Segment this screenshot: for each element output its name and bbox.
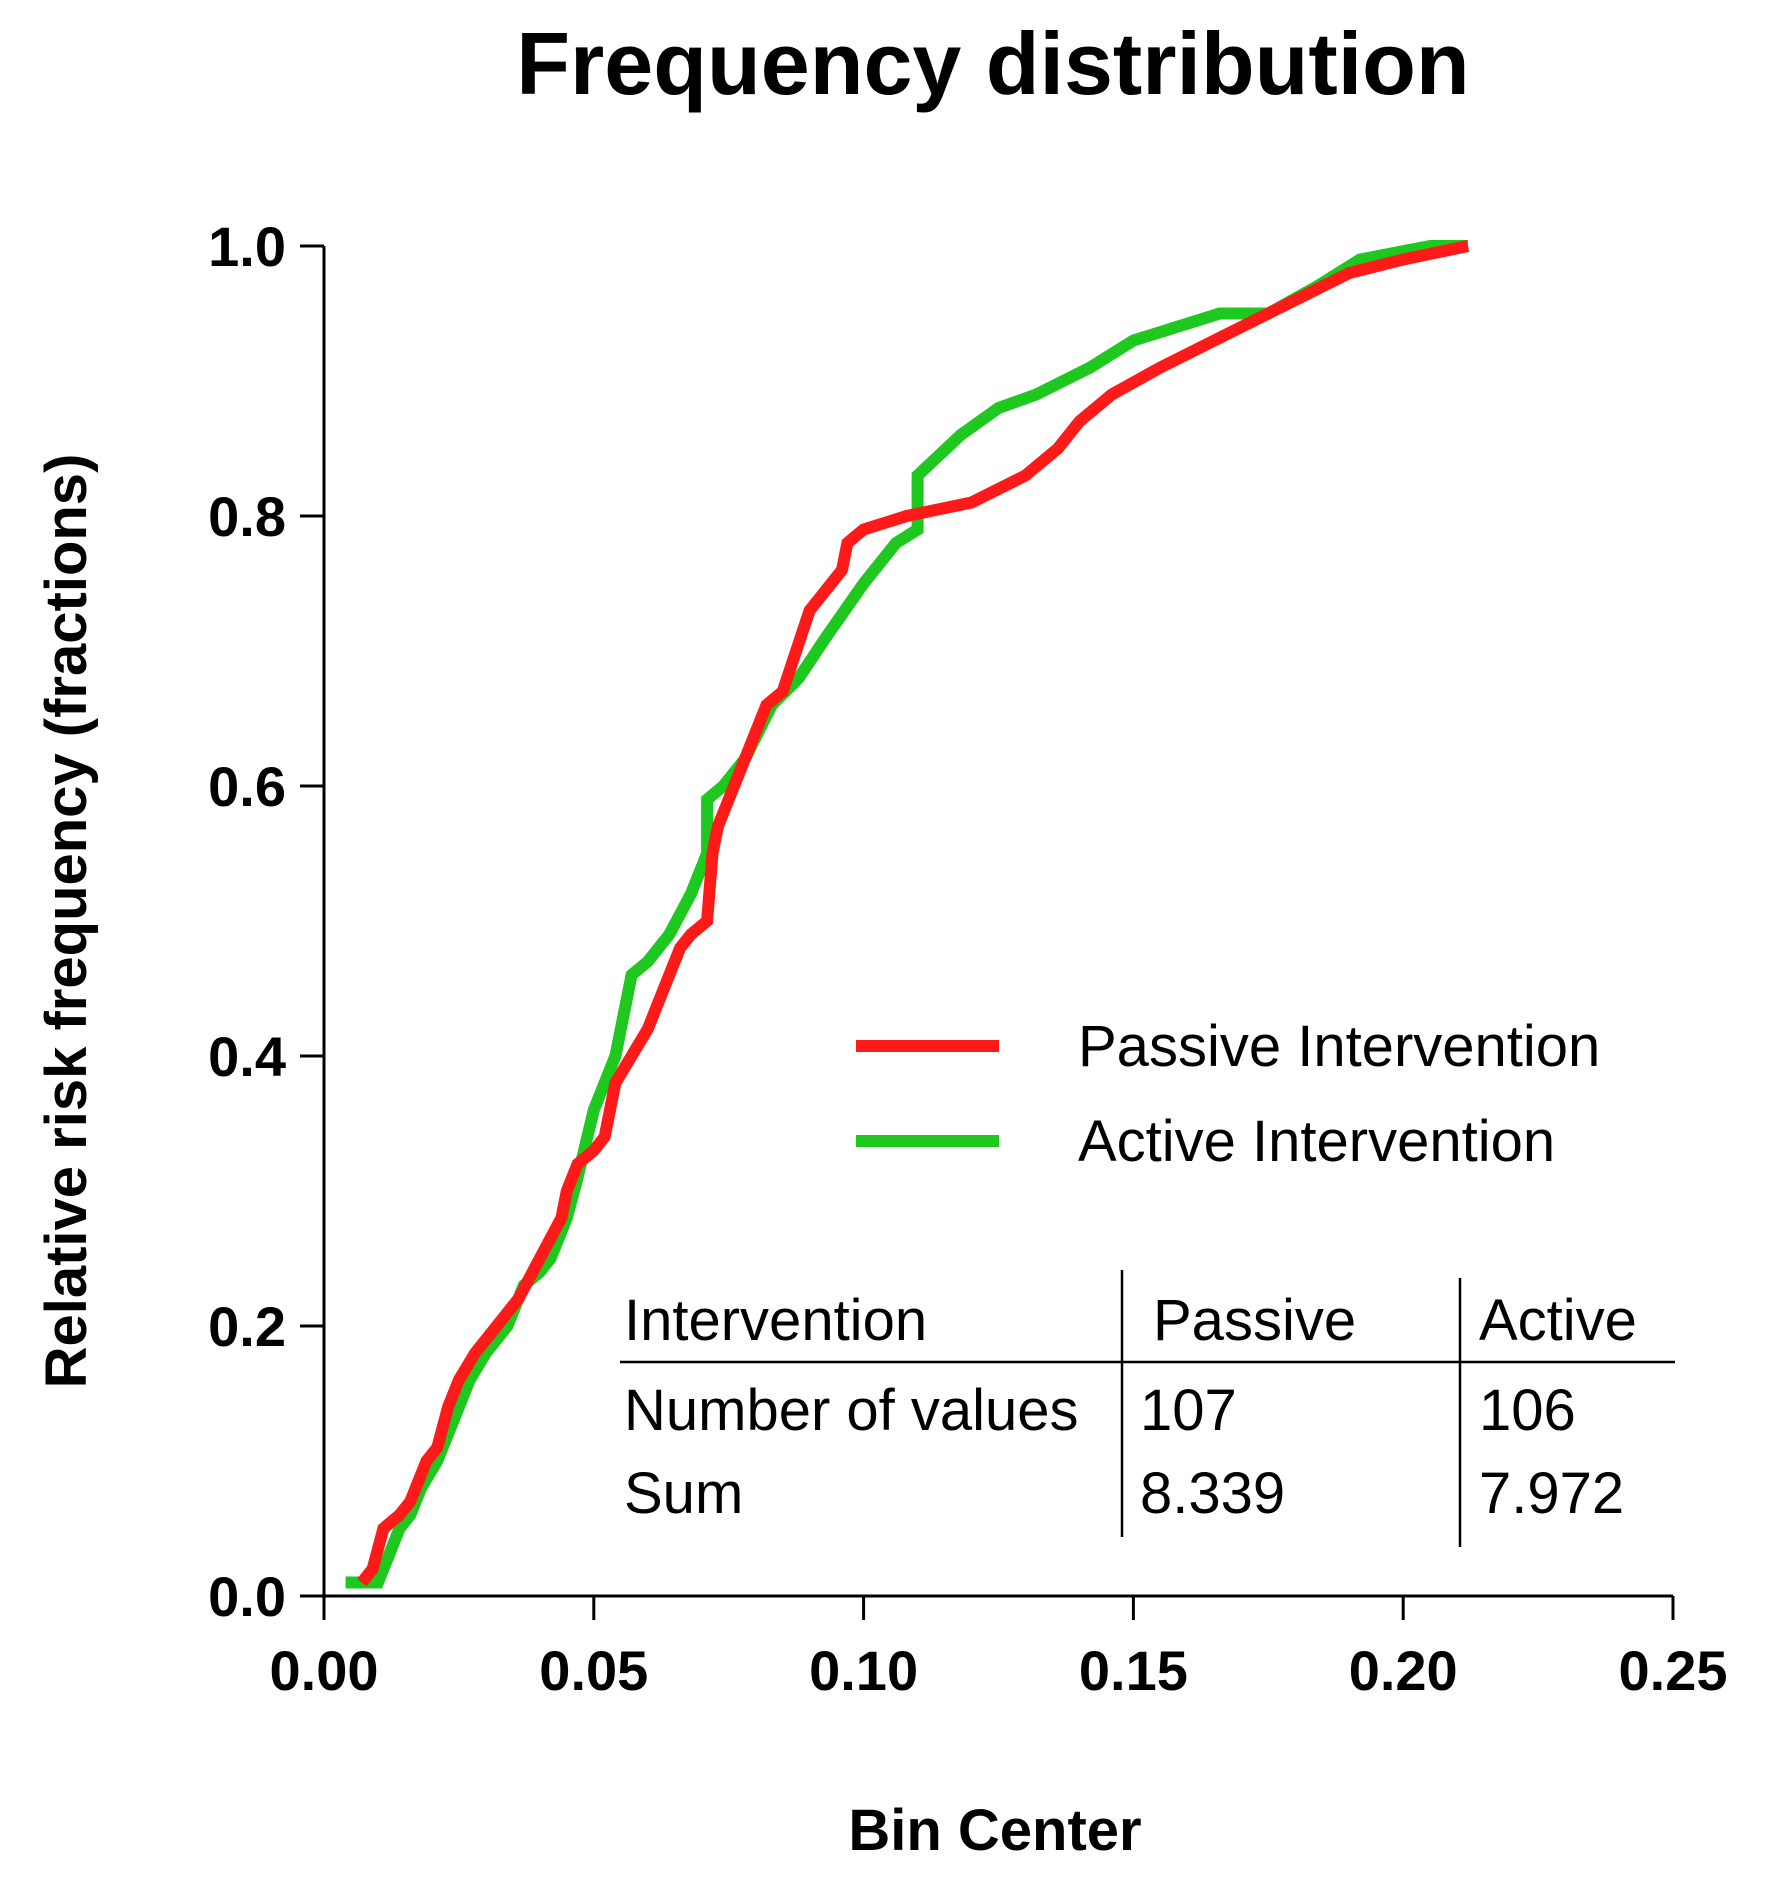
x-tick-label: 0.00 (270, 1639, 379, 1702)
stats-table: Intervention Passive Active Number of va… (620, 1270, 1675, 1547)
table-cell-passive: 8.339 (1140, 1461, 1285, 1526)
table-row-label: Sum (624, 1461, 743, 1526)
table-header-intervention: Intervention (624, 1288, 927, 1353)
y-tick-label: 0.4 (208, 1025, 286, 1088)
chart-title: Frequency distribution (516, 14, 1469, 113)
x-axis-label: Bin Center (848, 1798, 1141, 1863)
legend-label-active: Active Intervention (1078, 1109, 1555, 1174)
legend: Passive Intervention Active Intervention (856, 1014, 1600, 1174)
x-tick-label: 0.15 (1079, 1639, 1188, 1702)
y-tick-label: 0.2 (208, 1295, 286, 1358)
table-cell-active: 106 (1479, 1378, 1576, 1443)
y-tick-label: 1.0 (208, 215, 286, 278)
table-header-passive: Passive (1153, 1288, 1356, 1353)
table-header-active: Active (1479, 1288, 1637, 1353)
y-axis-label: Relative risk frequency (fractions) (34, 454, 99, 1389)
series-line-active (345, 240, 1468, 1589)
x-tick-label: 0.05 (539, 1639, 648, 1702)
x-tick-label: 0.25 (1619, 1639, 1728, 1702)
x-ticks: 0.00 0.05 0.10 0.15 0.20 0.25 (270, 1596, 1728, 1702)
series-lines (345, 240, 1470, 1589)
x-tick-label: 0.20 (1349, 1639, 1458, 1702)
plot-area: 0.00.20.40.60.81.0 0.00 0.05 0.10 0.15 0.20 0… (208, 215, 1727, 1702)
legend-label-passive: Passive Intervention (1078, 1014, 1600, 1079)
y-tick-label: 0.8 (208, 485, 286, 548)
y-tick-label: 0.6 (208, 755, 286, 818)
series-line-passive (357, 240, 1470, 1587)
table-cell-passive: 107 (1140, 1378, 1237, 1443)
table-row-label: Number of values (624, 1378, 1079, 1443)
y-tick-label: 0.0 (208, 1565, 286, 1628)
x-tick-label: 0.10 (809, 1639, 918, 1702)
table-cell-active: 7.972 (1479, 1461, 1624, 1526)
y-ticks: 0.0 0.2 0.4 0.6 0.8 1.0 (208, 215, 324, 1628)
